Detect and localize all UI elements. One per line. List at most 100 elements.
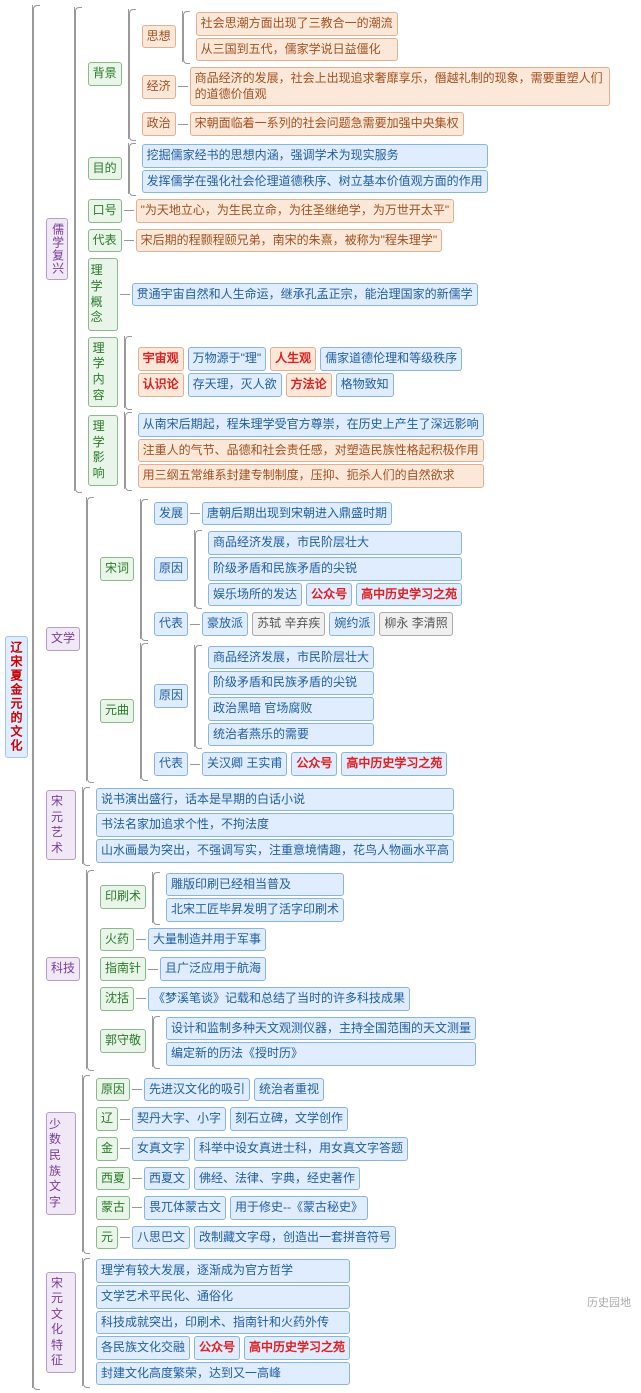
mn-cause: 原因 (96, 1078, 130, 1102)
leaf: 先进汉文化的吸引 (144, 1078, 250, 1102)
dev: 发展 (154, 502, 188, 526)
gzh: 公众号 (311, 587, 347, 601)
lit-title: 文学 (46, 627, 80, 651)
yuan: 元 (96, 1226, 118, 1250)
leaf: 柳永 李清照 (379, 612, 452, 636)
leaf: 契丹大字、小字 (132, 1107, 226, 1131)
leaf: 用于修史--《蒙古秘史》 (230, 1196, 368, 1220)
leaf: 各民族文化交融 (96, 1336, 190, 1360)
leaf: 关汉卿 王实甫 (202, 752, 287, 776)
cause: 原因 (154, 684, 188, 708)
leaf: 社会思潮方面出现了三教合一的潮流 (196, 12, 398, 36)
leaf: 雕版印刷已经相当普及 (166, 873, 344, 897)
aim-label: 目的 (88, 157, 122, 181)
watermark: 历史园地 (587, 1294, 631, 1310)
feat-title: 宋元文化特征 (46, 1272, 76, 1374)
jin: 金 (96, 1137, 118, 1161)
leaf: 改制藏文字母，创造出一套拼音符号 (194, 1226, 396, 1250)
leaf: 统治者重视 (254, 1078, 324, 1102)
key: 人生观 (275, 351, 311, 365)
gun: 火药 (100, 928, 134, 952)
tag: 高中历史学习之苑 (346, 756, 442, 770)
root-node: 辽宋夏金元的文化 (5, 636, 28, 758)
leaf: 苏轼 辛弃疾 (252, 612, 325, 636)
key: 方法论 (291, 377, 327, 391)
leaf: 宋朝面临着一系列的社会问题急需要加强中央集权 (190, 112, 464, 136)
leaf: 畏兀体蒙古文 (144, 1196, 226, 1220)
leaf: 设计和监制多种天文观测仪器，主持全国范围的天文测量 (166, 1017, 476, 1041)
branch-minority: 少数民族文字 原因先进汉文化的吸引统治者重视 辽契丹大字、小字刻石立碑，文学创作… (44, 1075, 612, 1253)
branch-tech: 科技 印刷术雕版印刷已经相当普及北宋工匠毕昇发明了活字印刷术 火药大量制造并用于… (44, 870, 612, 1069)
leaf: 万物源于"理" (188, 347, 267, 371)
menggu: 蒙古 (96, 1196, 130, 1220)
leaf: 《梦溪笔谈》记载和总结了当时的许多科技成果 (148, 987, 410, 1011)
leaf: 注重人的气节、品德和社会责任感，对塑造民族性格起积极作用 (138, 439, 484, 463)
leaf: 唐朝后期出现到宋朝进入鼎盛时期 (202, 502, 392, 526)
leaf: "为天地立心，为生民立命，为往圣继绝学，为万世开太平" (136, 199, 455, 223)
bg-label: 背景 (88, 62, 122, 86)
leaf: 文学艺术平民化、通俗化 (96, 1285, 350, 1309)
liao: 辽 (96, 1107, 118, 1131)
guo: 郭守敬 (100, 1029, 146, 1053)
tag: 高中历史学习之苑 (361, 587, 457, 601)
leaf: 发挥儒学在强化社会伦理道德秩序、树立基本价值观方面的作用 (142, 170, 488, 194)
leaf: 封建文化高度繁荣，达到又一高峰 (96, 1362, 350, 1386)
rep: 代表 (154, 612, 188, 636)
leaf: 大量制造并用于军事 (148, 928, 266, 952)
gzh: 公众号 (199, 1340, 235, 1354)
leaf: 用三纲五常维系封建专制制度，压抑、扼杀人们的自然欲求 (138, 464, 484, 488)
leaf: 统治者燕乐的需要 (208, 723, 374, 747)
leaf: 理学有较大发展，逐渐成为官方哲学 (96, 1259, 350, 1283)
leaf: 从三国到五代，儒家学说日益僵化 (196, 38, 398, 62)
leaf: 编定新的历法《授时历》 (166, 1042, 476, 1066)
key: 宇宙观 (143, 351, 179, 365)
leaf: 西夏文 (144, 1167, 190, 1191)
rep: 代表 (154, 752, 188, 776)
leaf: 佛经、法律、字典，经史著作 (194, 1167, 360, 1191)
leaf: 贯通宇宙自然和人生命运，继承孔孟正宗，能治理国家的新儒学 (132, 283, 478, 307)
bg-pol: 政治 (142, 112, 176, 136)
leaf: 商品经济发展，市民阶层壮大 (208, 646, 374, 670)
bg-econ: 经济 (142, 75, 176, 99)
branch-features: 宋元文化特征 理学有较大发展，逐渐成为官方哲学 文学艺术平民化、通俗化 科技成就… (44, 1258, 612, 1386)
branch-confucian: 儒学复兴 背景 思想社会思潮方面出现了三教合一的潮流从三国到五代，儒家学说日益僵… (44, 7, 612, 491)
leaf: 阶级矛盾和民族矛盾的尖锐 (208, 671, 374, 695)
leaf: 商品经济的发展，社会上出现追求奢靡享乐，僭越礼制的现象，需要重塑人们的道德价值观 (190, 67, 610, 106)
print: 印刷术 (100, 885, 146, 909)
leaf: 格物致知 (336, 373, 394, 397)
branch-art: 宋元艺术 说书演出盛行，话本是早期的白话小说书法名家加追求个性，不拘法度山水画最… (44, 787, 612, 864)
bg-thought: 思想 (142, 25, 176, 49)
leaf: 豪放派 (202, 612, 248, 636)
mindmap-root: 辽宋夏金元的文化 儒学复兴 背景 思想社会思潮方面出现了三教合一的潮流从三国到五… (5, 5, 636, 1388)
leaf: 从南宋后期起，程朱理学受官方尊崇，在历史上产生了深远影响 (138, 413, 484, 437)
leaf: 说书演出盛行，话本是早期的白话小说 (96, 788, 454, 812)
leaf: 八思巴文 (132, 1226, 190, 1250)
leaf: 刻石立碑，文学创作 (230, 1107, 348, 1131)
tag: 高中历史学习之苑 (249, 1340, 345, 1354)
leaf: 山水画最为突出，不强调写实，注重意境情趣，花鸟人物画水平高 (96, 839, 454, 863)
concept-label: 理学概念 (88, 258, 118, 330)
xixia: 西夏 (96, 1167, 130, 1191)
leaf: 挖掘儒家经书的思想内涵，强调学术为现实服务 (142, 144, 488, 168)
slogan-label: 口号 (88, 199, 122, 223)
leaf: 女真文字 (132, 1137, 190, 1161)
leaf: 婉约派 (329, 612, 375, 636)
shen: 沈括 (100, 987, 134, 1011)
leaf: 阶级矛盾和民族矛盾的尖锐 (208, 557, 462, 581)
content-label: 理学内容 (88, 337, 118, 407)
compass: 指南针 (100, 957, 146, 981)
tech-title: 科技 (46, 957, 80, 981)
branch-literature: 文学 宋词 发展唐朝后期出现到宋朝进入鼎盛时期 原因商品经济发展，市民阶层壮大阶… (44, 497, 612, 781)
key: 认识论 (143, 377, 179, 391)
art-title: 宋元艺术 (46, 790, 76, 860)
leaf: 儒家道德伦理和等级秩序 (320, 347, 462, 371)
minority-title: 少数民族文字 (46, 1112, 76, 1216)
yuanqu: 元曲 (100, 699, 134, 723)
leaf: 科技成就突出，印刷术、指南针和火药外传 (96, 1311, 350, 1335)
leaf: 科举中设女真进士科，用女真文字答题 (194, 1137, 408, 1161)
leaf: 书法名家加追求个性，不拘法度 (96, 813, 454, 837)
gzh: 公众号 (296, 756, 332, 770)
cause: 原因 (154, 557, 188, 581)
leaf: 宋后期的程颢程颐兄弟，南宋的朱熹，被称为"程朱理学" (136, 229, 443, 253)
leaf: 娱乐场所的发达 (208, 583, 302, 607)
